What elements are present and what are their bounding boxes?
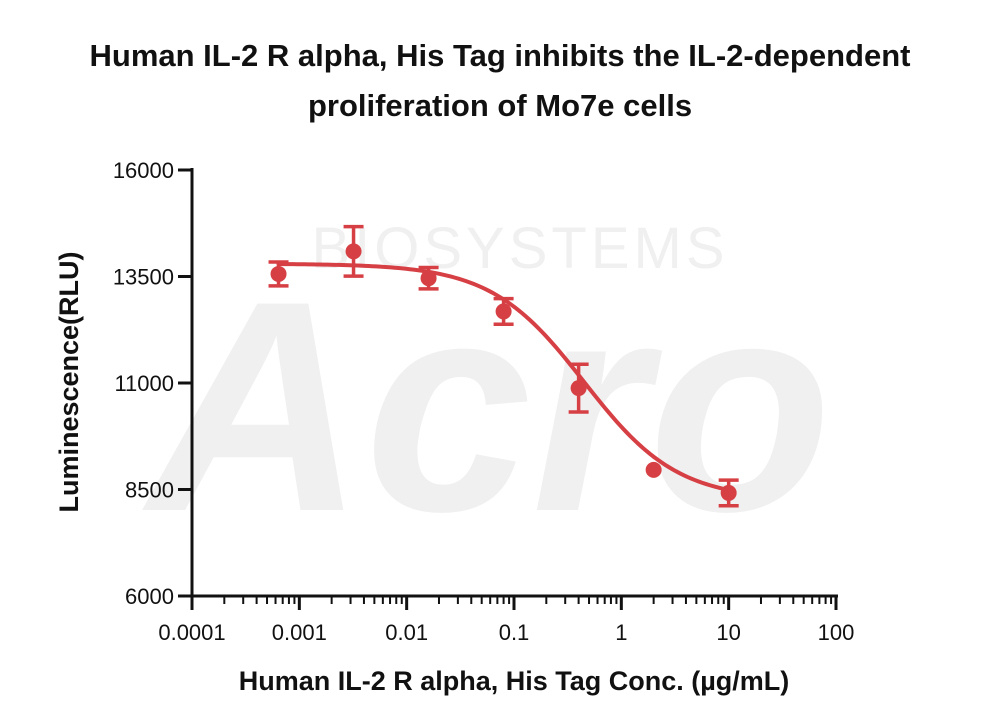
chart-title-line-1: Human IL-2 R alpha, His Tag inhibits the… xyxy=(89,38,911,73)
y-tick-label: 8500 xyxy=(125,478,174,503)
x-tick-label: 0.1 xyxy=(499,620,530,645)
x-tick-label: 1 xyxy=(615,620,627,645)
x-axis-title: Human IL-2 R alpha, His Tag Conc. (µg/mL… xyxy=(239,666,790,696)
y-tick-label: 11000 xyxy=(114,371,174,396)
data-point xyxy=(270,265,287,282)
data-point xyxy=(420,270,437,287)
y-ticks: 6000 8500 11000 13500 16000 xyxy=(113,158,192,609)
watermark-logo-text: Acro xyxy=(139,238,832,574)
watermark: Acro BIOSYSTEMS xyxy=(139,216,832,574)
x-tick-label: 0.01 xyxy=(385,620,428,645)
x-tick-label: 0.001 xyxy=(272,620,327,645)
data-point xyxy=(495,303,512,320)
data-point xyxy=(345,243,362,260)
data-point xyxy=(570,380,587,397)
y-axis-title: Luminescence(RLU) xyxy=(54,251,84,512)
data-point xyxy=(645,461,662,478)
y-tick-label: 13500 xyxy=(113,265,174,290)
data-point xyxy=(720,484,737,501)
y-tick-label: 16000 xyxy=(113,158,174,183)
points-layer xyxy=(268,224,739,508)
x-ticks: 0.0001 0.001 0.01 0.1 1 10 100 xyxy=(158,596,854,645)
x-tick-label: 0.0001 xyxy=(158,620,225,645)
x-tick-label: 10 xyxy=(716,620,740,645)
watermark-subtext: BIOSYSTEMS xyxy=(311,216,728,281)
chart-title-line-2: proliferation of Mo7e cells xyxy=(307,88,693,123)
x-tick-label: 100 xyxy=(818,620,855,645)
y-tick-label: 6000 xyxy=(125,584,174,609)
